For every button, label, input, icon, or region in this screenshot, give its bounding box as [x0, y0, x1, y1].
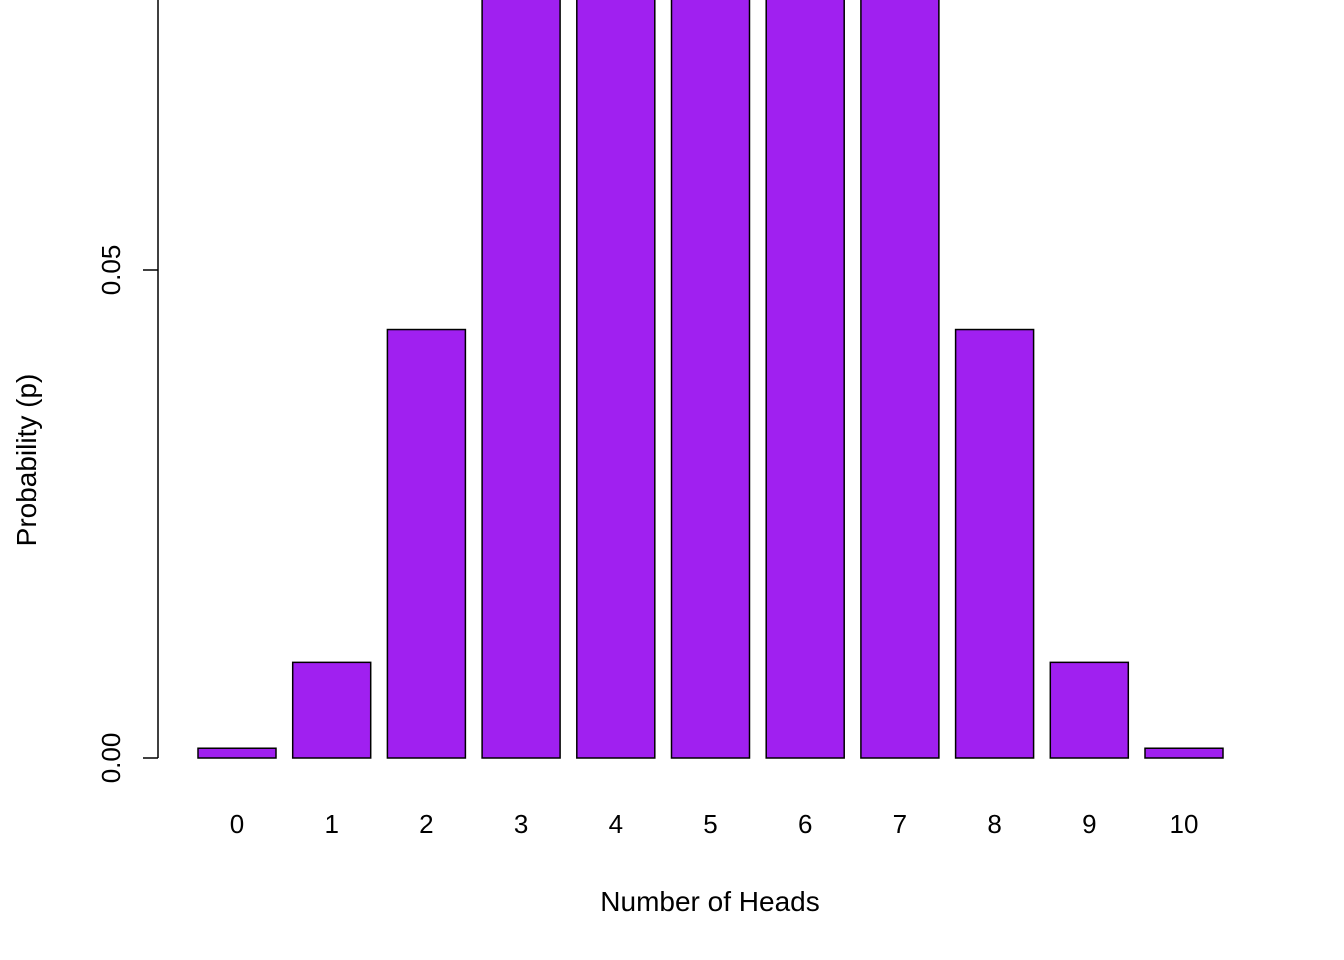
bar-3 [481, 0, 561, 759]
y-axis-tick-label: 0.00 [96, 733, 126, 784]
bars [197, 0, 1224, 759]
bar-7 [860, 0, 940, 759]
bar-8 [954, 328, 1035, 759]
bar-0 [197, 747, 277, 759]
x-tick-label-0: 0 [230, 809, 244, 839]
x-tick-label-10: 10 [1170, 809, 1199, 839]
y-axis-tick-label: 0.05 [96, 245, 126, 296]
bar-1 [291, 661, 372, 759]
x-tick-label-6: 6 [798, 809, 812, 839]
bar-10 [1144, 747, 1224, 759]
x-tick-label-5: 5 [703, 809, 717, 839]
x-tick-label-4: 4 [609, 809, 623, 839]
x-tick-label-3: 3 [514, 809, 528, 839]
y-axis: 0.000.050.100.150.20 [96, 0, 159, 784]
x-axis-title: Number of Heads [600, 886, 819, 917]
bar-9 [1049, 661, 1130, 759]
x-tick-label-7: 7 [893, 809, 907, 839]
bar-4 [576, 0, 656, 759]
bar-5 [670, 0, 751, 759]
bar-2 [386, 328, 467, 759]
x-axis-tick-labels: 0 1 2 3 4 5 6 7 8 9 10 [230, 809, 1199, 839]
x-tick-label-8: 8 [987, 809, 1001, 839]
bar-6 [765, 0, 845, 759]
x-tick-label-9: 9 [1082, 809, 1096, 839]
x-tick-label-1: 1 [324, 809, 338, 839]
y-axis-title: Probability (p) [11, 374, 42, 547]
x-tick-label-2: 2 [419, 809, 433, 839]
